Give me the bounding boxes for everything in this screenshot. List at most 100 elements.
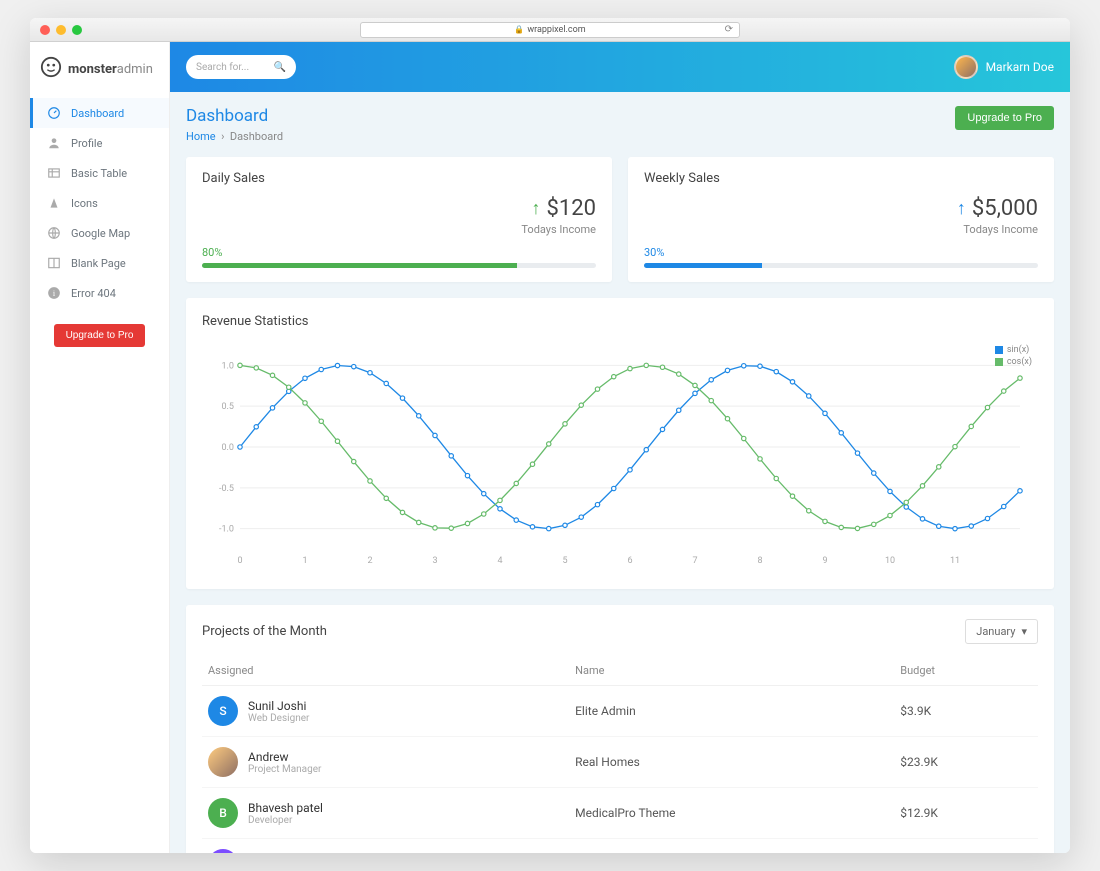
legend-swatch: [995, 358, 1003, 366]
svg-text:3: 3: [432, 556, 437, 566]
page-title: Dashboard: [186, 106, 283, 126]
sidebar: monsteradmin Dashboard Profile Basic Table…: [30, 42, 170, 853]
svg-text:0.0: 0.0: [222, 443, 235, 453]
sidebar-item-dashboard[interactable]: Dashboard: [30, 98, 169, 128]
sidebar-item-error-404[interactable]: iError 404: [30, 278, 169, 308]
svg-text:1: 1: [302, 556, 307, 566]
user-icon: [47, 136, 61, 150]
svg-text:10: 10: [885, 556, 895, 566]
legend-swatch: [995, 346, 1003, 354]
svg-text:8: 8: [757, 556, 762, 566]
logo-text-2: admin: [117, 62, 153, 77]
upgrade-pro-button[interactable]: Upgrade to Pro: [955, 106, 1054, 130]
chevron-right-icon: ›: [218, 130, 230, 143]
sidebar-item-google-map[interactable]: Google Map: [30, 218, 169, 248]
legend-label: sin(x): [1007, 345, 1029, 355]
maximize-window-icon[interactable]: [72, 25, 82, 35]
avatar: [208, 747, 238, 777]
table-row[interactable]: SSunil JoshiWeb DesignerElite Admin$3.9K: [202, 686, 1038, 737]
arrow-up-icon: ↑: [532, 198, 541, 219]
month-selected: January: [976, 625, 1015, 638]
projects-card: Projects of the Month January ▾ Assigned…: [186, 605, 1054, 853]
user-name: Markarn Doe: [986, 60, 1054, 74]
sidebar-item-icons[interactable]: Icons: [30, 188, 169, 218]
avatar: S: [208, 696, 238, 726]
projects-title: Projects of the Month: [202, 624, 327, 639]
browser-window: 🔒 wrappixel.com ⟳ monsteradmin Dashboard…: [30, 18, 1070, 853]
breadcrumb: Home › Dashboard: [186, 130, 283, 143]
project-name: MedicalPro Theme: [569, 788, 894, 839]
revenue-chart-card: Revenue Statistics -1.0-0.50.00.51.00123…: [186, 298, 1054, 589]
progress-label: 30%: [644, 246, 1038, 259]
minimize-window-icon[interactable]: [56, 25, 66, 35]
browser-titlebar: 🔒 wrappixel.com ⟳: [30, 18, 1070, 42]
user-menu[interactable]: Markarn Doe: [954, 55, 1054, 79]
table-row[interactable]: BBhavesh patelDeveloperMedicalPro Theme$…: [202, 788, 1038, 839]
svg-text:11: 11: [950, 556, 960, 566]
chart-legend: sin(x) cos(x): [995, 345, 1032, 369]
progress-label: 80%: [202, 246, 596, 259]
sidebar-item-label: Icons: [71, 197, 98, 210]
reload-icon[interactable]: ⟳: [725, 24, 733, 35]
month-select[interactable]: January ▾: [965, 619, 1038, 644]
breadcrumb-current: Dashboard: [230, 130, 283, 143]
chevron-down-icon: ▾: [1021, 625, 1027, 638]
project-budget: $12.9K: [894, 788, 1038, 839]
avatar: [954, 55, 978, 79]
sidebar-item-blank-page[interactable]: Blank Page: [30, 248, 169, 278]
table-row[interactable]: NNirav JoshiFrontend EngElite Admin$10.9…: [202, 839, 1038, 854]
font-icon: [47, 196, 61, 210]
sidebar-item-basic-table[interactable]: Basic Table: [30, 158, 169, 188]
logo[interactable]: monsteradmin: [30, 42, 169, 92]
assignee-name: Nirav Joshi: [248, 852, 308, 854]
legend-label: cos(x): [1007, 357, 1032, 367]
project-name: Elite Admin: [569, 686, 894, 737]
sidebar-item-label: Dashboard: [71, 107, 124, 120]
avatar: N: [208, 849, 238, 853]
projects-table: AssignedNameBudget SSunil JoshiWeb Desig…: [202, 656, 1038, 853]
revenue-chart: -1.0-0.50.00.51.001234567891011: [202, 339, 1038, 569]
assignee-role: Developer: [248, 815, 323, 826]
search-placeholder: Search for...: [196, 62, 249, 73]
url-bar[interactable]: 🔒 wrappixel.com ⟳: [360, 22, 740, 38]
table-header: Assigned: [202, 656, 569, 686]
content-area: Dashboard Home › Dashboard Upgrade to Pr…: [170, 92, 1070, 853]
assignee-name: Sunil Joshi: [248, 699, 309, 713]
avatar: B: [208, 798, 238, 828]
stat-title: Daily Sales: [202, 171, 596, 186]
svg-text:7: 7: [692, 556, 697, 566]
globe-icon: [47, 226, 61, 240]
table-icon: [47, 166, 61, 180]
project-name: Elite Admin: [569, 839, 894, 854]
search-icon: 🔍: [274, 62, 286, 73]
project-budget: $10.9K: [894, 839, 1038, 854]
stat-value: ↑$5,000: [957, 196, 1038, 221]
stat-card: Daily Sales↑$120Todays Income80%: [186, 157, 612, 282]
stat-value: ↑$120: [532, 196, 596, 221]
svg-text:4: 4: [497, 556, 502, 566]
gauge-icon: [47, 106, 61, 120]
revenue-chart-title: Revenue Statistics: [202, 314, 1038, 329]
sidebar-item-label: Google Map: [71, 227, 130, 240]
sidebar-item-label: Basic Table: [71, 167, 127, 180]
table-header: Name: [569, 656, 894, 686]
table-row[interactable]: AndrewProject ManagerReal Homes$23.9K: [202, 737, 1038, 788]
columns-icon: [47, 256, 61, 270]
table-header: Budget: [894, 656, 1038, 686]
legend-item: cos(x): [995, 357, 1032, 367]
breadcrumb-home[interactable]: Home: [186, 130, 216, 143]
svg-text:-1.0: -1.0: [219, 525, 234, 535]
info-icon: i: [47, 286, 61, 300]
sidebar-upgrade-button[interactable]: Upgrade to Pro: [54, 324, 146, 347]
assignee-role: Project Manager: [248, 764, 321, 775]
svg-text:2: 2: [367, 556, 372, 566]
progress-bar: [202, 263, 596, 268]
sidebar-item-label: Profile: [71, 137, 102, 150]
assignee-name: Andrew: [248, 750, 321, 764]
close-window-icon[interactable]: [40, 25, 50, 35]
project-budget: $23.9K: [894, 737, 1038, 788]
search-input[interactable]: Search for... 🔍: [186, 55, 296, 79]
legend-item: sin(x): [995, 345, 1032, 355]
topbar: Search for... 🔍 Markarn Doe: [170, 42, 1070, 92]
sidebar-item-profile[interactable]: Profile: [30, 128, 169, 158]
